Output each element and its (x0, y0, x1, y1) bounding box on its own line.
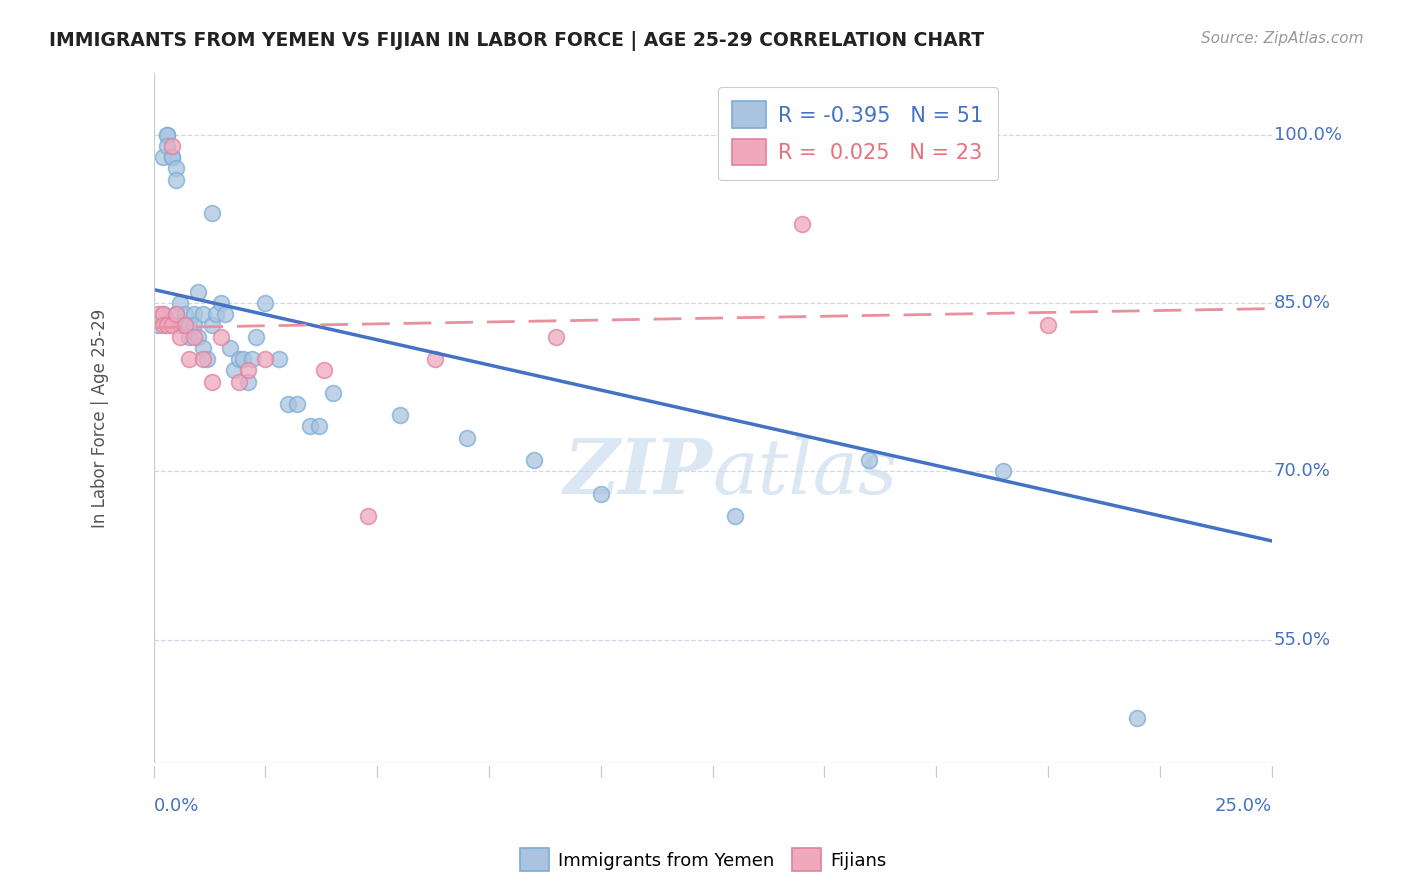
Point (254, 352, 277, 367)
Point (183, 307, 205, 321)
Point (152, 307, 174, 321)
Point (245, 329, 267, 343)
Point (254, 296, 277, 310)
Text: 85.0%: 85.0% (1274, 294, 1331, 312)
Point (232, 352, 254, 367)
Point (285, 397, 308, 411)
Point (267, 352, 290, 367)
Point (146, 318, 169, 333)
Point (169, 329, 191, 343)
Point (724, 509, 747, 524)
Point (228, 352, 250, 367)
Text: 55.0%: 55.0% (1274, 631, 1331, 648)
Point (357, 509, 380, 524)
Point (156, 128, 179, 142)
Legend: R = -0.395   N = 51, R =  0.025   N = 23: R = -0.395 N = 51, R = 0.025 N = 23 (718, 87, 998, 180)
Point (214, 307, 236, 321)
Point (523, 453, 546, 467)
Point (589, 487, 612, 501)
Point (209, 329, 232, 343)
Point (152, 318, 174, 333)
Text: 0.0%: 0.0% (153, 797, 200, 814)
Point (156, 318, 179, 333)
Text: 25.0%: 25.0% (1215, 797, 1271, 814)
Point (160, 150, 183, 164)
Text: atlas: atlas (713, 436, 898, 510)
Point (299, 419, 322, 434)
Point (187, 329, 209, 343)
Point (156, 128, 179, 142)
Point (312, 363, 335, 377)
Point (1126, 711, 1149, 725)
Point (146, 307, 169, 321)
Point (191, 352, 214, 367)
Point (183, 318, 205, 333)
Text: 70.0%: 70.0% (1274, 462, 1330, 480)
Point (156, 139, 179, 153)
Point (183, 329, 205, 343)
Legend: Immigrants from Yemen, Fijians: Immigrants from Yemen, Fijians (513, 841, 893, 879)
Point (152, 150, 174, 164)
Point (277, 397, 299, 411)
Point (191, 307, 214, 321)
Point (201, 206, 224, 220)
Point (179, 318, 201, 333)
Point (308, 419, 330, 434)
Text: In Labor Force | Age 25-29: In Labor Force | Age 25-29 (91, 309, 110, 528)
Point (201, 375, 224, 389)
Point (174, 307, 197, 321)
Point (165, 161, 187, 176)
Point (165, 307, 187, 321)
Point (191, 341, 214, 355)
Point (179, 352, 201, 367)
Point (388, 408, 411, 422)
Point (174, 318, 197, 333)
Point (160, 150, 183, 164)
Point (236, 363, 259, 377)
Point (165, 172, 187, 186)
Point (169, 296, 191, 310)
Point (224, 363, 246, 377)
Point (201, 318, 224, 333)
Point (790, 218, 813, 232)
Point (321, 385, 343, 400)
Point (218, 341, 240, 355)
Text: IMMIGRANTS FROM YEMEN VS FIJIAN IN LABOR FORCE | AGE 25-29 CORRELATION CHART: IMMIGRANTS FROM YEMEN VS FIJIAN IN LABOR… (49, 31, 984, 51)
Point (1036, 318, 1059, 333)
Point (236, 375, 259, 389)
Point (179, 329, 201, 343)
Text: 100.0%: 100.0% (1274, 126, 1341, 144)
Point (165, 307, 187, 321)
Point (174, 318, 197, 333)
Point (858, 453, 880, 467)
Point (160, 318, 183, 333)
Point (209, 296, 232, 310)
Point (993, 464, 1015, 478)
Text: Source: ZipAtlas.com: Source: ZipAtlas.com (1201, 31, 1364, 46)
Point (169, 318, 191, 333)
Point (456, 431, 478, 445)
Point (228, 375, 250, 389)
Point (160, 139, 183, 153)
Point (205, 307, 228, 321)
Point (152, 307, 174, 321)
Point (425, 352, 447, 367)
Point (546, 329, 568, 343)
Point (195, 352, 218, 367)
Text: ZIP: ZIP (564, 436, 713, 510)
Point (187, 285, 209, 299)
Point (240, 352, 263, 367)
